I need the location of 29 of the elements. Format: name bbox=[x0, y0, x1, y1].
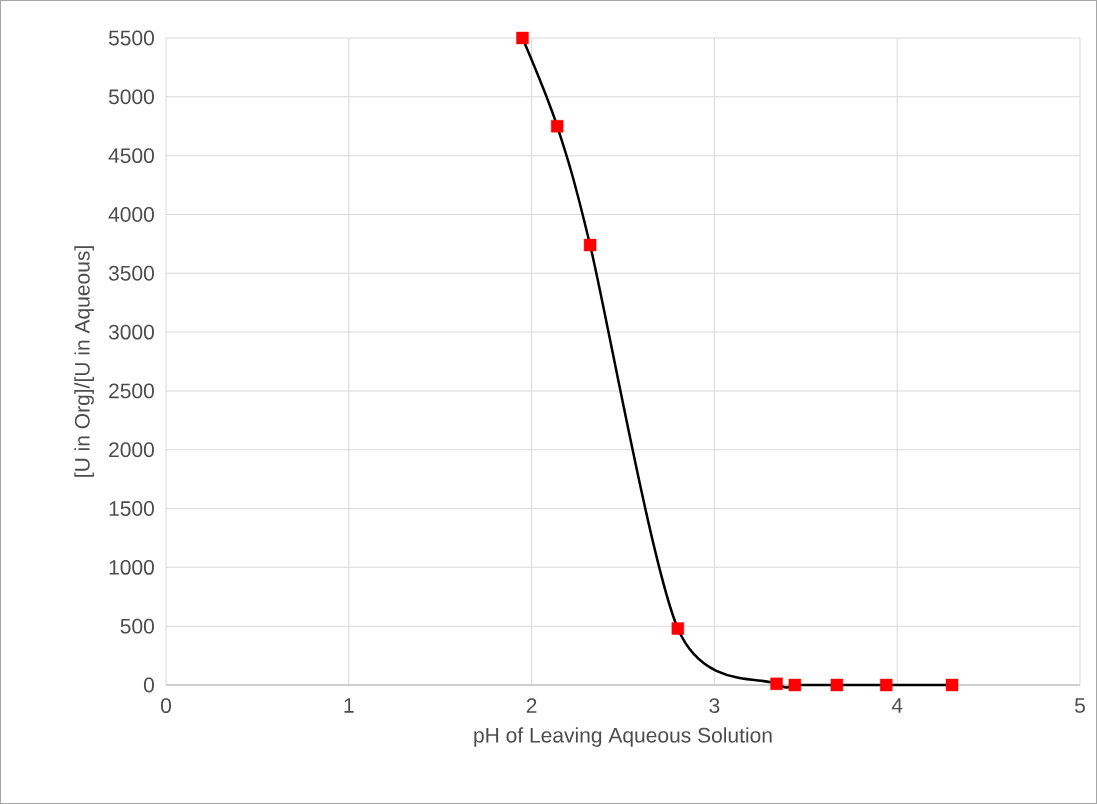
point bbox=[770, 677, 783, 691]
point bbox=[880, 678, 893, 692]
y-tick-label: 4500 bbox=[108, 148, 154, 164]
x-tick-label: 3 bbox=[709, 698, 720, 714]
y-tick-label: 500 bbox=[120, 618, 154, 634]
point bbox=[945, 678, 959, 692]
point bbox=[516, 31, 529, 45]
point bbox=[583, 238, 597, 252]
point bbox=[830, 678, 844, 692]
y-tick-label: 5500 bbox=[108, 30, 154, 46]
y-tick-label: 4000 bbox=[108, 207, 154, 222]
y-tick-label: 2500 bbox=[109, 383, 154, 399]
y-tick-label: 3500 bbox=[108, 265, 154, 281]
y-tick-label: 5000 bbox=[108, 89, 154, 105]
x-tick-label: 0 bbox=[160, 698, 172, 714]
point bbox=[551, 120, 564, 133]
y-tick-label: 2000 bbox=[109, 442, 154, 458]
x-tick-label: 1 bbox=[344, 698, 354, 713]
point bbox=[788, 678, 802, 692]
y-tick-label: 1500 bbox=[109, 501, 154, 516]
x-tick-label: 4 bbox=[891, 698, 903, 713]
x-axis-title: pH of Leaving Aqueous Solution bbox=[474, 727, 772, 747]
y-tick-label: 0 bbox=[143, 677, 154, 693]
x-tick-label: 5 bbox=[1075, 698, 1085, 713]
y-tick-label: 1000 bbox=[109, 559, 154, 575]
y-axis-title: [U in Org]/[U in Aqueous] bbox=[74, 246, 94, 477]
y-tick-label: 3000 bbox=[108, 324, 154, 340]
point bbox=[671, 622, 685, 635]
x-tick-label: 2 bbox=[526, 698, 537, 713]
